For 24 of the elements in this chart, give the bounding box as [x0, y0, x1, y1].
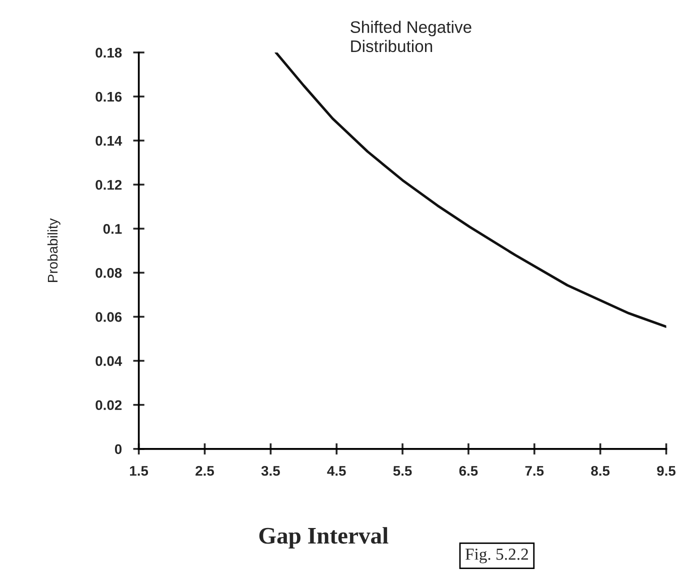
x-axis-title: Gap Interval	[259, 527, 388, 549]
x-tick-label: 4.5	[327, 466, 346, 476]
y-tick-label: 0.06	[96, 312, 122, 322]
y-tick-label: 0.12	[96, 180, 122, 190]
y-axis-title: Probability	[47, 218, 60, 282]
y-tick-label: 0	[114, 444, 122, 454]
y-tick-label: 0.08	[96, 268, 122, 278]
x-tick-label: 3.5	[261, 466, 280, 476]
x-tick-label: 1.5	[130, 466, 148, 476]
text: Shifted Negative Distribution	[350, 20, 472, 52]
y-tick-label: 0.18	[96, 48, 122, 58]
line-series	[274, 52, 666, 328]
y-tick-label: 0.02	[96, 400, 122, 410]
x-tick-label: 5.5	[393, 466, 412, 476]
y-tick-label: 0.1	[103, 224, 122, 234]
x-tick-label: 7.5	[525, 466, 544, 476]
y-tick-label: 0.04	[96, 356, 122, 366]
x-tick-label: 8.5	[591, 466, 610, 476]
x-tick-label: 2.5	[196, 466, 214, 476]
caption: Fig. 5.2.2	[465, 548, 528, 564]
x-tick-label: 9.5	[657, 466, 676, 476]
y-tick-label: 0.16	[96, 92, 122, 102]
x-tick-label: 6.5	[459, 466, 478, 476]
y-tick-label: 0.14	[96, 136, 122, 146]
